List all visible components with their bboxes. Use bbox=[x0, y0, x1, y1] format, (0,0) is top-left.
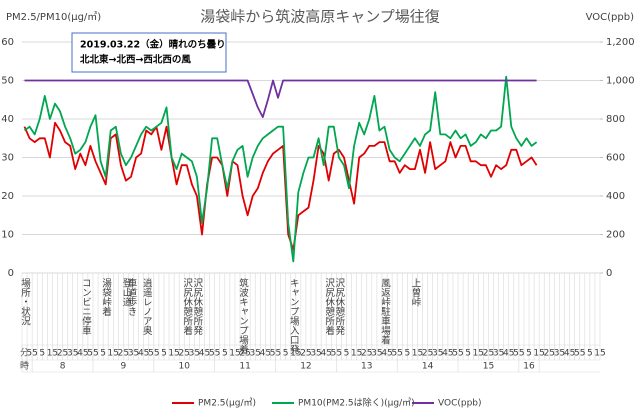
x-tick-label: 45 bbox=[503, 349, 514, 359]
y2-tick-label: 400 bbox=[606, 191, 625, 202]
x-tick-label: 35 bbox=[554, 349, 565, 359]
x-tick-label: 5 bbox=[161, 349, 167, 359]
y2-axis-label: VOC(ppb) bbox=[586, 12, 634, 23]
y2-tick-label: 600 bbox=[606, 153, 625, 164]
x-tick-label: 15 bbox=[473, 349, 484, 359]
x-tick-label: 45 bbox=[199, 349, 210, 359]
y-axis-label: PM2.5/PM10(μg/㎥) bbox=[6, 10, 101, 23]
hour-label: 14 bbox=[422, 362, 434, 372]
hour-label: 12 bbox=[300, 362, 311, 372]
x-tick-label: 35 bbox=[310, 349, 321, 359]
x-tick-label: 55 bbox=[574, 349, 585, 359]
place-label: 沢尻休憩所発 bbox=[333, 277, 345, 336]
x-tick-label: 35 bbox=[189, 349, 200, 359]
x-tick-label: 35 bbox=[493, 349, 504, 359]
y-tick-label: 60 bbox=[1, 37, 14, 48]
y2-tick-label: 200 bbox=[606, 230, 625, 241]
chart-title: 湯袋峠から筑波高原キャンプ場往復 bbox=[200, 8, 440, 26]
y-tick-label: 20 bbox=[1, 191, 14, 202]
x-tick-label: 5 bbox=[526, 349, 532, 359]
y2-tick-label: 1,200 bbox=[606, 37, 635, 48]
place-label: コンビニ停車 bbox=[80, 278, 92, 336]
x-tick-label: 25 bbox=[239, 349, 250, 359]
x-tick-label: 25 bbox=[544, 349, 555, 359]
x-tick-label: 5 bbox=[587, 349, 593, 359]
legend-label: PM10(PM2.5は除く)(μg/㎥) bbox=[298, 397, 415, 409]
y2-tick-label: 0 bbox=[606, 268, 612, 279]
annotation-box bbox=[71, 32, 227, 73]
x-tick-label: 45 bbox=[564, 349, 575, 359]
x-tick-label: 35 bbox=[432, 349, 443, 359]
hour-label: 9 bbox=[121, 362, 127, 372]
x-tick-label: 45 bbox=[260, 349, 271, 359]
x-tick-label: 5 bbox=[344, 349, 350, 359]
place-label: 風返峠駐車場着 bbox=[379, 278, 391, 345]
x-tick-label: 15 bbox=[351, 349, 362, 359]
hour-label: 10 bbox=[179, 362, 191, 372]
hour-label: 11 bbox=[239, 362, 250, 372]
place-label: 沢尻休憩所発 bbox=[191, 277, 203, 336]
y2-tick-label: 800 bbox=[606, 114, 625, 125]
x-tick-label: 15 bbox=[594, 349, 605, 359]
x-tick-label: 35 bbox=[67, 349, 78, 359]
series-line bbox=[23, 75, 538, 263]
annotation-text: 北北東→北西→西北西の風 bbox=[80, 54, 191, 66]
place-label: 逍遥レノア奥 bbox=[141, 277, 153, 336]
hour-label: 13 bbox=[361, 362, 372, 372]
x-tick-label: 分 bbox=[20, 348, 29, 359]
place-label: 湯袋峠着 bbox=[100, 277, 112, 317]
x-tick-label: 5 bbox=[404, 349, 410, 359]
y-tick-label: 10 bbox=[1, 230, 14, 241]
y2-tick-label: 1,000 bbox=[606, 76, 635, 87]
place-label: 登山道 bbox=[120, 278, 132, 307]
y-tick-label: 30 bbox=[1, 153, 14, 164]
x-tick-label: 5 bbox=[39, 349, 45, 359]
series-line bbox=[23, 121, 538, 251]
x-tick-label: 35 bbox=[371, 349, 382, 359]
series-line bbox=[24, 79, 537, 118]
x-tick-label: 45 bbox=[138, 349, 149, 359]
x-tick-label: 15 bbox=[412, 349, 423, 359]
x-tick-label: 15 bbox=[168, 349, 179, 359]
y-tick-label: 40 bbox=[1, 114, 14, 125]
hour-label: 8 bbox=[60, 362, 66, 372]
place-label: 場所・状況 bbox=[19, 277, 31, 326]
place-label: 車道歩き bbox=[126, 277, 138, 316]
hour-label: 時 bbox=[20, 361, 29, 372]
x-tick-label: 15 bbox=[229, 349, 240, 359]
x-tick-label: 25 bbox=[300, 349, 311, 359]
place-label: 筑波キャンプ場着 bbox=[237, 277, 249, 355]
x-tick-label: 25 bbox=[422, 349, 433, 359]
y-tick-label: 50 bbox=[1, 76, 14, 87]
x-tick-label: 25 bbox=[483, 349, 494, 359]
legend-label: VOC(ppb) bbox=[438, 399, 482, 409]
x-tick-label: 25 bbox=[179, 349, 190, 359]
x-tick-label: 25 bbox=[118, 349, 129, 359]
x-tick-label: 25 bbox=[361, 349, 372, 359]
x-tick-label: 45 bbox=[320, 349, 331, 359]
x-tick-label: 5 bbox=[283, 349, 289, 359]
place-label: 沢尻休憩所着 bbox=[181, 277, 193, 336]
x-tick-label: 45 bbox=[381, 349, 392, 359]
x-tick-label: 45 bbox=[77, 349, 88, 359]
x-tick-label: 5 bbox=[222, 349, 228, 359]
hour-label: 15 bbox=[483, 362, 494, 372]
x-tick-label: 25 bbox=[57, 349, 68, 359]
place-label: 沢尻休憩所着 bbox=[323, 277, 335, 336]
place-label: キャンプ場入口発 bbox=[288, 278, 300, 355]
x-tick-label: 5 bbox=[465, 349, 471, 359]
y-tick-label: 0 bbox=[8, 268, 14, 279]
hour-label: 16 bbox=[523, 362, 535, 372]
x-tick-label: 35 bbox=[250, 349, 261, 359]
legend-label: PM2.5(μg/㎥) bbox=[198, 398, 256, 409]
x-tick-label: 15 bbox=[108, 349, 119, 359]
x-tick-label: 35 bbox=[128, 349, 139, 359]
x-tick-label: 15 bbox=[47, 349, 58, 359]
x-tick-label: 5 bbox=[100, 349, 106, 359]
x-tick-label: 45 bbox=[442, 349, 453, 359]
x-tick-label: 15 bbox=[290, 349, 301, 359]
annotation-text: 2019.03.22（金）晴れのち曇り bbox=[80, 39, 226, 51]
place-label: 上曽峠 bbox=[409, 278, 421, 307]
